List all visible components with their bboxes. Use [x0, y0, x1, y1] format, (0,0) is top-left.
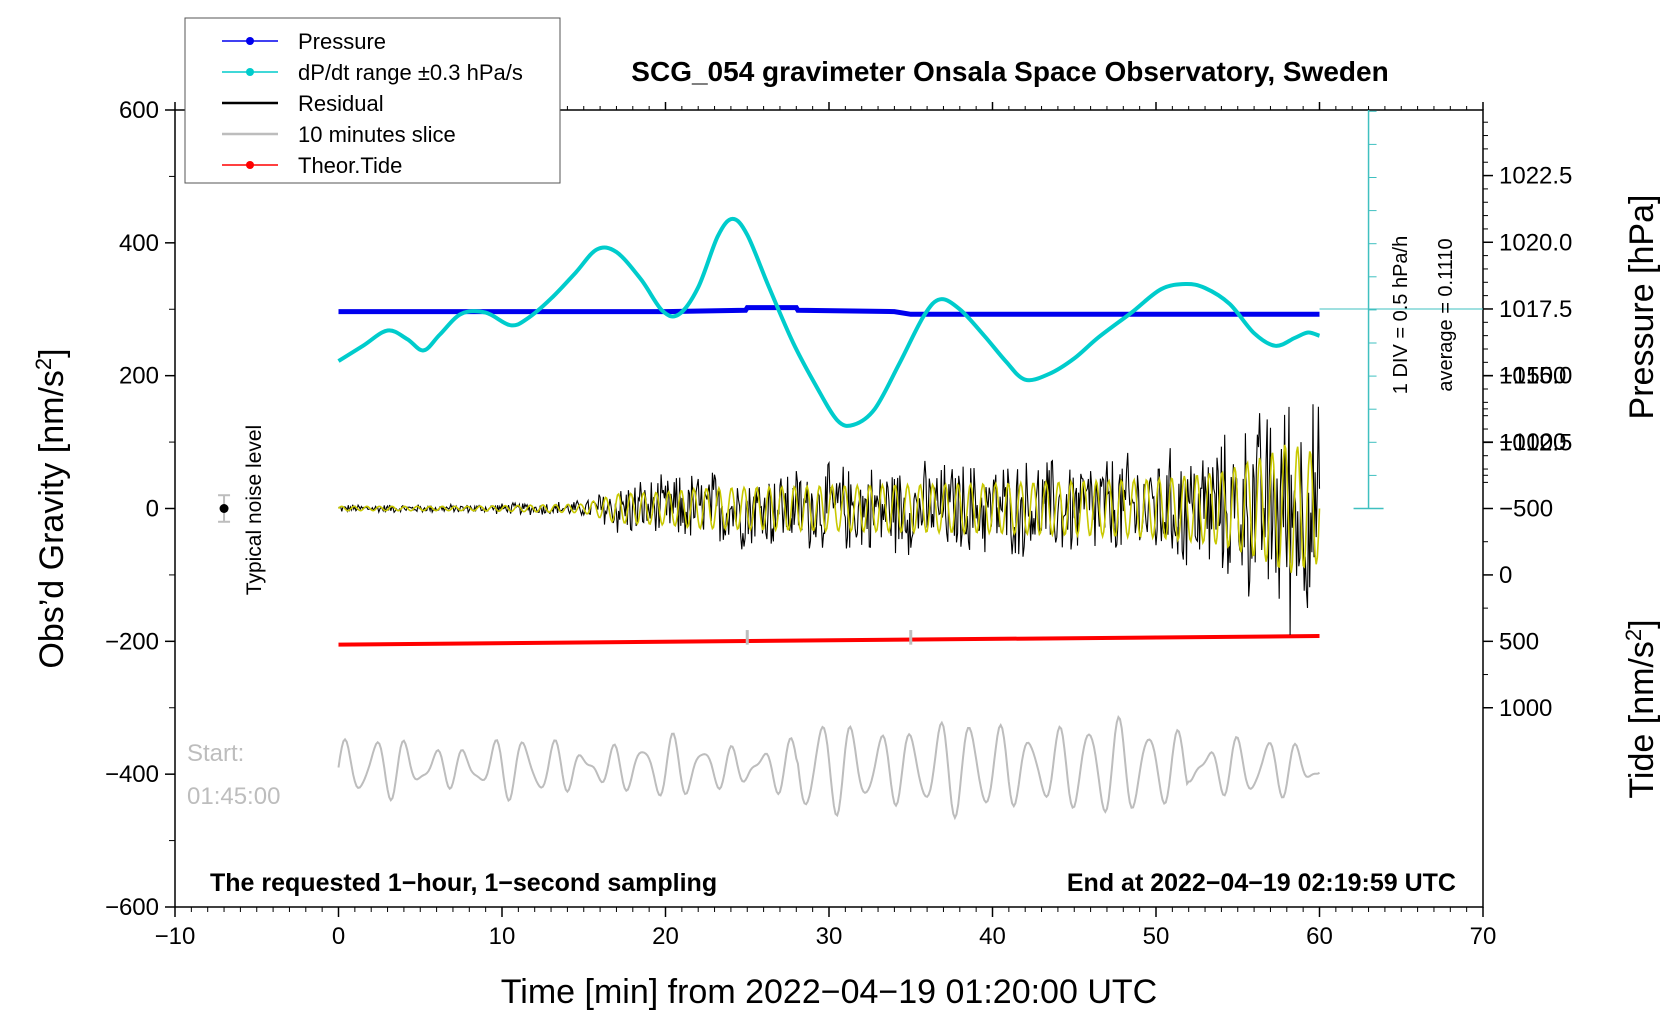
- residual-smoothed-line: [337, 444, 1321, 573]
- plot-data: [218, 216, 1321, 821]
- y-tide-tick-label: −1500: [1499, 363, 1566, 390]
- x-tick-label: 10: [489, 923, 516, 950]
- start-time-label: 01:45:00: [187, 783, 280, 810]
- legend-label: Theor.Tide: [298, 153, 402, 178]
- y-left-tick-label: 600: [119, 97, 159, 124]
- sampling-note: The requested 1−hour, 1−second sampling: [210, 869, 717, 897]
- noise-label: Typical noise level: [243, 425, 266, 595]
- x-tick-label: 0: [332, 923, 345, 950]
- x-tick-label: 50: [1143, 923, 1170, 950]
- y-tide-axis-label: Tide [nm/s2]: [1621, 619, 1661, 798]
- x-tick-label: −10: [155, 923, 196, 950]
- y-pressure-tick-label: 1020.0: [1499, 229, 1572, 256]
- legend-marker: [246, 68, 254, 76]
- labels: −10 0 10 20 30 40 50 60 70 600 400 200 0 −200 −400 −600…: [31, 56, 1661, 1011]
- y-pressure-tick-label: 1015.0: [1499, 363, 1572, 390]
- residual-line: [338, 404, 1321, 635]
- y-pressure-tick-label: 1022.5: [1499, 163, 1572, 190]
- legend-label: 10 minutes slice: [298, 122, 456, 147]
- y-tide-tick-label: 500: [1499, 628, 1539, 655]
- slice-line: [337, 714, 1320, 821]
- y-left-tick-label: −400: [105, 761, 159, 788]
- y-left-tick-label: −200: [105, 628, 159, 655]
- legend-label: Residual: [298, 91, 384, 116]
- legend-box: [184, 17, 561, 184]
- y-tide-tick-label: 1000: [1499, 695, 1552, 722]
- y-left-tick-label: −600: [105, 894, 159, 921]
- x-tick-label: 60: [1306, 923, 1333, 950]
- scale-div-label: 1 DIV = 0.5 hPa/h: [1390, 236, 1412, 394]
- x-tick-label: 20: [652, 923, 679, 950]
- y-pressure-axis-label: Pressure [hPa]: [1623, 195, 1661, 420]
- tide-line: [338, 634, 1320, 647]
- legend: Pressure dP/dt range ±0.3 hPa/s Residual 10…: [184, 17, 561, 184]
- legend-marker: [246, 161, 254, 169]
- y-tide-tick-label: −500: [1499, 496, 1553, 523]
- x-tick-label: 40: [979, 923, 1006, 950]
- y-tide-tick-label: 0: [1499, 562, 1512, 589]
- y-tide-tick-label: −1000: [1499, 429, 1566, 456]
- end-time-note: End at 2022−04−19 02:19:59 UTC: [1067, 869, 1456, 897]
- y-pressure-tick-label: 1017.5: [1499, 296, 1572, 323]
- start-label: Start:: [187, 740, 244, 767]
- y-left-tick-label: 0: [146, 496, 159, 523]
- y-left-axis-label: Obs’d Gravity [nm/s2]: [31, 348, 71, 668]
- legend-label: dP/dt range ±0.3 hPa/s: [298, 60, 523, 85]
- legend-marker: [246, 37, 254, 45]
- y-pressure-tick-label: 1012.5: [1499, 429, 1572, 456]
- legend-label: Pressure: [298, 29, 386, 54]
- noise-point: [219, 504, 229, 513]
- y-left-tick-label: 400: [119, 230, 159, 257]
- chart-title: SCG_054 gravimeter Onsala Space Observat…: [631, 56, 1388, 87]
- x-axis-label: Time [min] from 2022−04−19 01:20:00 UTC: [501, 973, 1157, 1011]
- scale-average-label: average = 0.1110: [1435, 238, 1457, 391]
- pressure-line: [338, 305, 1320, 317]
- x-tick-label: 70: [1470, 923, 1497, 950]
- x-tick-label: 30: [816, 923, 843, 950]
- dpdt-line: [337, 216, 1321, 428]
- y-left-tick-label: 200: [119, 363, 159, 390]
